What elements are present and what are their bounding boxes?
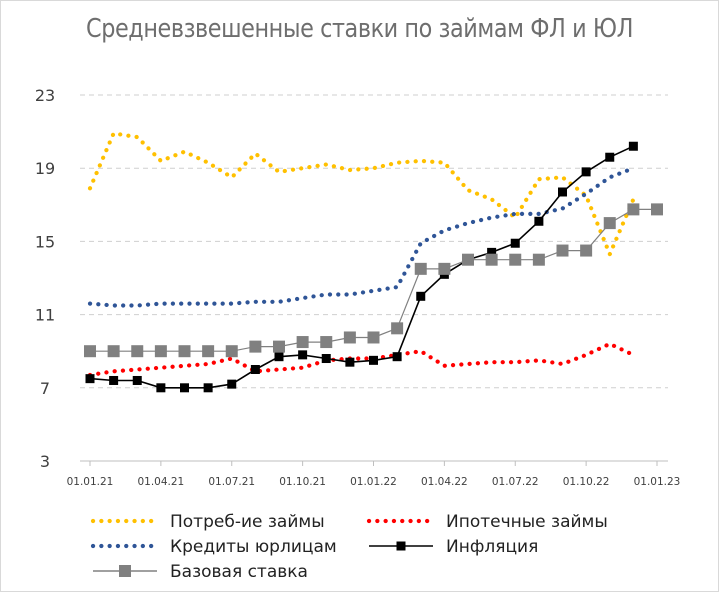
x-axis: 01.01.21 01.04.21 01.07.21 01.10.21 01.01.22…: [67, 461, 681, 488]
data-point-marker: [534, 216, 544, 226]
data-point-marker: [154, 345, 167, 358]
y-tick-label: 3: [40, 452, 50, 471]
data-point-marker: [109, 375, 119, 385]
series-0: [87, 131, 636, 260]
data-point-marker: [84, 345, 96, 358]
data-point-marker: [180, 383, 189, 393]
legend-item: Потреб-ие займы: [90, 512, 325, 532]
series-line: [87, 166, 636, 308]
legend-label: Инфляция: [446, 537, 538, 557]
data-point-marker: [296, 336, 309, 349]
legend: Потреб-ие займы Ипотечные займы Кредиты юр…: [90, 512, 608, 582]
data-point-marker: [367, 331, 380, 344]
series-1: [87, 341, 636, 378]
data-point-marker: [274, 352, 284, 362]
series-4: [84, 203, 663, 358]
data-point-marker: [651, 203, 663, 216]
data-point-marker: [131, 345, 144, 358]
data-point-marker: [487, 247, 497, 257]
legend-label: Базовая ставка: [170, 562, 308, 582]
grid-layer: [80, 94, 668, 462]
x-tick-label: 01.01.23: [634, 476, 681, 488]
data-point-marker: [225, 345, 238, 358]
data-point-marker: [107, 345, 120, 358]
x-tick-label: 01.07.22: [492, 476, 539, 488]
data-point-marker: [628, 141, 638, 151]
y-tick-label: 23: [35, 86, 55, 105]
x-tick-label: 01.01.22: [350, 476, 397, 488]
x-tick-label: 01.07.21: [208, 476, 255, 488]
data-point-marker: [392, 352, 402, 362]
data-point-marker: [203, 383, 213, 393]
data-point-marker: [298, 350, 308, 360]
data-point-marker: [438, 262, 451, 275]
series-layer: [84, 131, 663, 393]
series-line: [90, 208, 657, 352]
x-tick-label: 01.10.21: [279, 476, 326, 488]
data-point-marker: [273, 340, 285, 353]
x-tick-label: 01.01.21: [67, 476, 114, 488]
data-point-marker: [532, 253, 545, 266]
data-point-marker: [605, 152, 615, 162]
data-point-marker: [485, 253, 498, 266]
y-tick-label: 11: [35, 306, 55, 325]
data-point-marker: [603, 217, 616, 230]
legend-item: Базовая ставка: [93, 562, 308, 582]
data-point-marker: [227, 379, 237, 389]
data-point-marker: [580, 244, 593, 257]
data-point-marker: [558, 187, 567, 197]
data-point-marker: [627, 203, 640, 216]
data-point-marker: [178, 345, 191, 358]
x-tick-label: 01.04.22: [421, 476, 468, 488]
series-2: [87, 166, 636, 308]
data-point-marker: [321, 354, 331, 364]
data-point-marker: [509, 253, 522, 266]
data-point-marker: [581, 167, 591, 177]
legend-marker: [396, 541, 406, 551]
data-point-marker: [391, 322, 404, 335]
legend-item: Кредиты юрлицам: [90, 537, 337, 557]
data-point-marker: [556, 244, 569, 257]
data-point-marker: [202, 345, 215, 358]
chart-title: Средневзвешенные ставки по займам ФЛ и Ю…: [86, 14, 633, 44]
y-tick-label: 7: [40, 379, 50, 398]
legend-label: Кредиты юрлицам: [170, 537, 337, 557]
data-point-marker: [249, 340, 262, 353]
data-point-marker: [85, 374, 95, 384]
legend-label: Потреб-ие займы: [170, 512, 325, 532]
data-point-marker: [414, 262, 427, 275]
data-point-marker: [132, 375, 142, 385]
y-axis: 3 7 11 15 19 23: [35, 86, 55, 471]
data-point-marker: [462, 253, 474, 266]
data-point-marker: [369, 355, 378, 365]
data-point-marker: [345, 357, 355, 367]
legend-label: Ипотечные займы: [446, 512, 608, 532]
y-tick-label: 15: [35, 232, 55, 251]
legend-item: Инфляция: [369, 537, 538, 557]
x-tick-label: 01.10.22: [563, 476, 610, 488]
data-point-marker: [416, 291, 426, 301]
series-line: [87, 131, 636, 260]
data-point-marker: [343, 331, 356, 344]
x-tick-label: 01.04.21: [137, 476, 184, 488]
data-point-marker: [320, 336, 333, 349]
data-point-marker: [250, 365, 260, 374]
legend-item: Ипотечные займы: [366, 512, 608, 532]
data-point-marker: [156, 383, 166, 393]
series-line: [87, 341, 636, 378]
y-tick-label: 19: [35, 159, 55, 178]
data-point-marker: [510, 238, 520, 248]
legend-marker: [119, 565, 131, 577]
series-3: [85, 141, 638, 393]
